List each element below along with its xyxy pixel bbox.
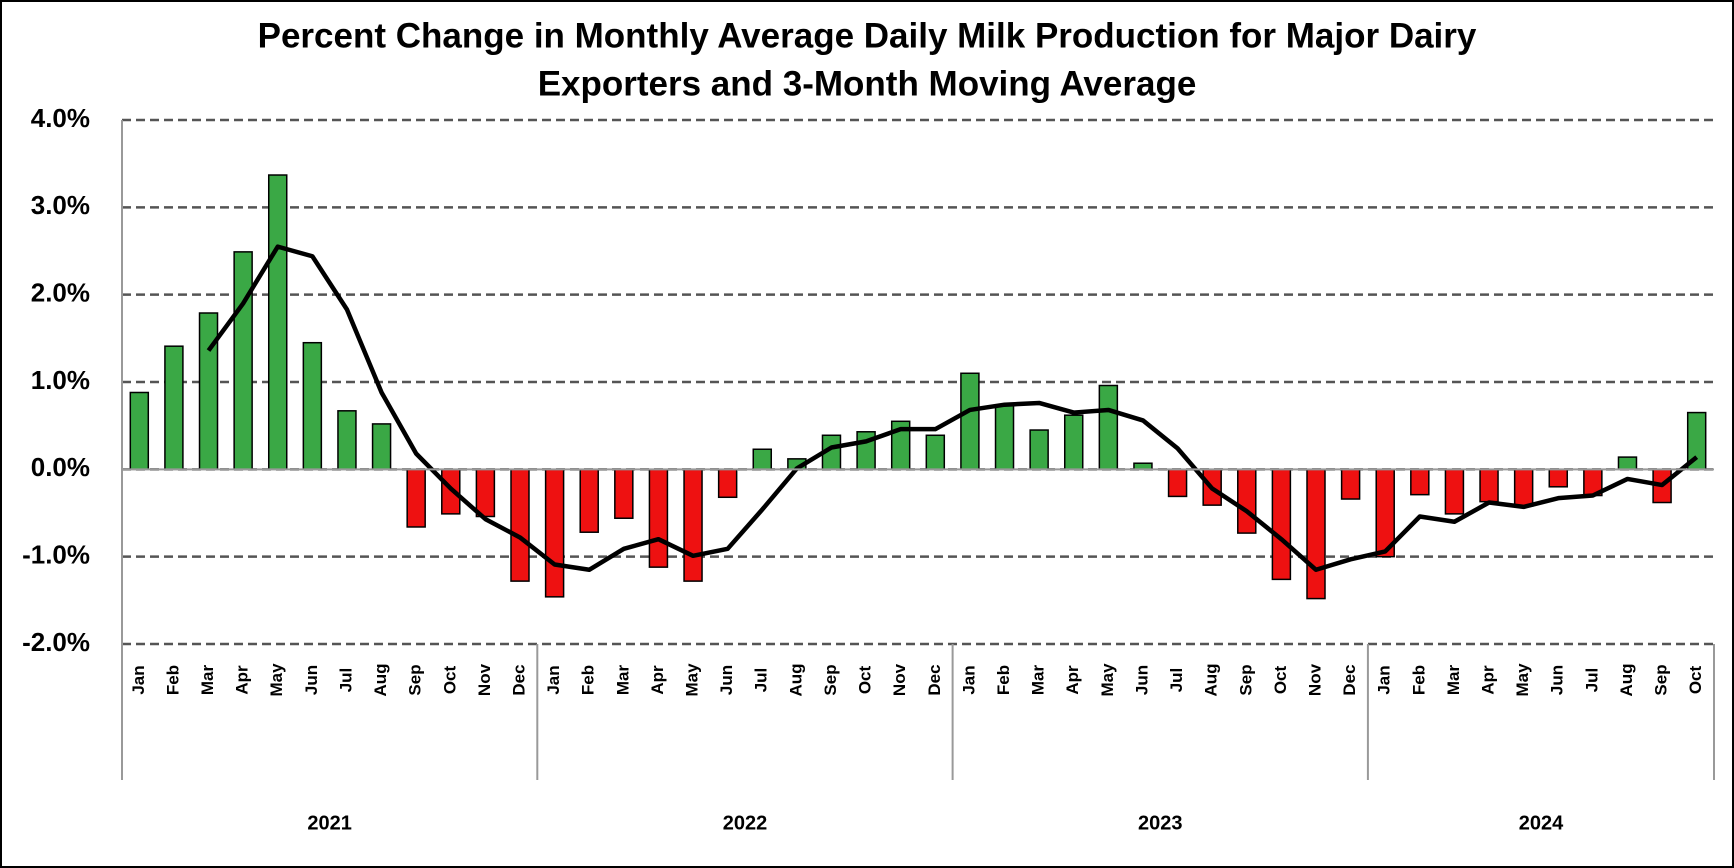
- bar: [960, 372, 980, 471]
- x-tick-label: Jan: [129, 665, 148, 694]
- x-tick-label: Feb: [1409, 665, 1428, 695]
- x-tick-label: Mar: [198, 665, 217, 696]
- bar: [164, 345, 184, 471]
- y-tick-label: 2.0%: [31, 278, 90, 308]
- bar: [371, 423, 392, 471]
- bar: [1063, 414, 1084, 471]
- x-tick-label: Sep: [1236, 664, 1255, 695]
- x-tick-label: Jun: [717, 665, 736, 695]
- x-tick-label: Jan: [1375, 665, 1394, 694]
- x-tick-label: Apr: [233, 665, 252, 695]
- x-tick-label: May: [683, 663, 702, 697]
- y-tick-label: -1.0%: [22, 540, 90, 570]
- bar: [994, 404, 1015, 471]
- x-tick-label: Aug: [786, 663, 805, 696]
- y-tick-label: 3.0%: [31, 190, 90, 220]
- moving-average-line: [206, 244, 1699, 573]
- x-tick-label: Jun: [1548, 665, 1567, 695]
- x-tick-label: Apr: [1479, 665, 1498, 695]
- y-tick-label: -2.0%: [22, 627, 90, 657]
- x-tick-label: Sep: [821, 664, 840, 695]
- x-tick-label: Mar: [1029, 665, 1048, 696]
- x-tick-label: Dec: [509, 664, 528, 695]
- x-tick-label: Aug: [1202, 663, 1221, 696]
- bar: [475, 468, 496, 518]
- bar: [752, 448, 773, 471]
- bar: [1167, 468, 1188, 498]
- x-tick-label: Feb: [994, 665, 1013, 695]
- x-tick-label: Feb: [163, 665, 182, 695]
- x-tick-label: Feb: [579, 665, 598, 695]
- x-tick-label: Jun: [302, 665, 321, 695]
- bar: [337, 410, 357, 471]
- x-tick-label: May: [1513, 663, 1532, 697]
- bar: [648, 468, 669, 568]
- x-tick-label: Oct: [856, 665, 875, 694]
- bar: [1237, 468, 1257, 534]
- x-tick-label: Jul: [1167, 668, 1186, 693]
- x-tick-label: Nov: [475, 663, 494, 696]
- bar: [1271, 468, 1292, 581]
- bar: [925, 434, 946, 471]
- bar: [614, 468, 634, 519]
- x-tick-label: Apr: [1063, 665, 1082, 695]
- y-tick-label: 4.0%: [31, 103, 90, 133]
- x-tick-label: Oct: [1686, 665, 1705, 694]
- bar: [302, 341, 323, 471]
- bar: [267, 174, 288, 471]
- bar: [233, 251, 253, 471]
- x-tick-label: Sep: [1652, 664, 1671, 695]
- group-label: 2024: [1519, 812, 1564, 834]
- bar: [544, 468, 565, 598]
- group-label: 2022: [723, 812, 768, 834]
- bar: [579, 468, 599, 533]
- bar: [717, 468, 738, 499]
- y-tick-label: 1.0%: [31, 365, 90, 395]
- x-tick-label: Nov: [1305, 663, 1324, 696]
- bar: [1410, 468, 1430, 496]
- x-tick-label: Mar: [1444, 665, 1463, 696]
- bar: [406, 468, 426, 528]
- x-tick-label: Jul: [336, 668, 355, 693]
- bar: [1479, 468, 1499, 503]
- bar: [1444, 468, 1465, 515]
- x-tick-label: Jan: [544, 665, 563, 694]
- x-tick-label: Mar: [613, 665, 632, 696]
- bar: [683, 468, 703, 582]
- x-tick-label: Aug: [371, 663, 390, 696]
- x-tick-label: May: [1098, 663, 1117, 697]
- x-tick-label: Sep: [406, 664, 425, 695]
- x-tick-label: Aug: [1617, 663, 1636, 696]
- bar: [1306, 468, 1326, 600]
- x-tick-label: Nov: [890, 663, 909, 696]
- x-tick-label: Jul: [752, 668, 771, 693]
- x-tick-label: Jul: [1582, 668, 1601, 693]
- bar: [198, 312, 219, 471]
- bar: [1098, 384, 1119, 471]
- x-tick-label: Oct: [1271, 665, 1290, 694]
- y-tick-label: 0.0%: [31, 452, 90, 482]
- group-label: 2023: [1138, 812, 1183, 834]
- bar: [1029, 429, 1049, 471]
- chart-title: Percent Change in Monthly Average Daily …: [258, 16, 1477, 55]
- bar: [510, 468, 530, 582]
- x-tick-label: Jun: [1132, 665, 1151, 695]
- bar: [1548, 468, 1569, 488]
- x-tick-label: Apr: [648, 665, 667, 695]
- x-tick-label: Dec: [925, 664, 944, 695]
- bar: [1340, 468, 1361, 500]
- x-tick-label: Jan: [959, 665, 978, 694]
- chart-title: Exporters and 3-Month Moving Average: [538, 64, 1197, 103]
- x-tick-label: May: [267, 663, 286, 697]
- group-label: 2021: [307, 812, 352, 834]
- bar: [1513, 468, 1534, 507]
- bar: [129, 391, 150, 471]
- x-tick-label: Dec: [1340, 664, 1359, 695]
- bar: [1617, 456, 1638, 471]
- x-tick-label: Oct: [440, 665, 459, 694]
